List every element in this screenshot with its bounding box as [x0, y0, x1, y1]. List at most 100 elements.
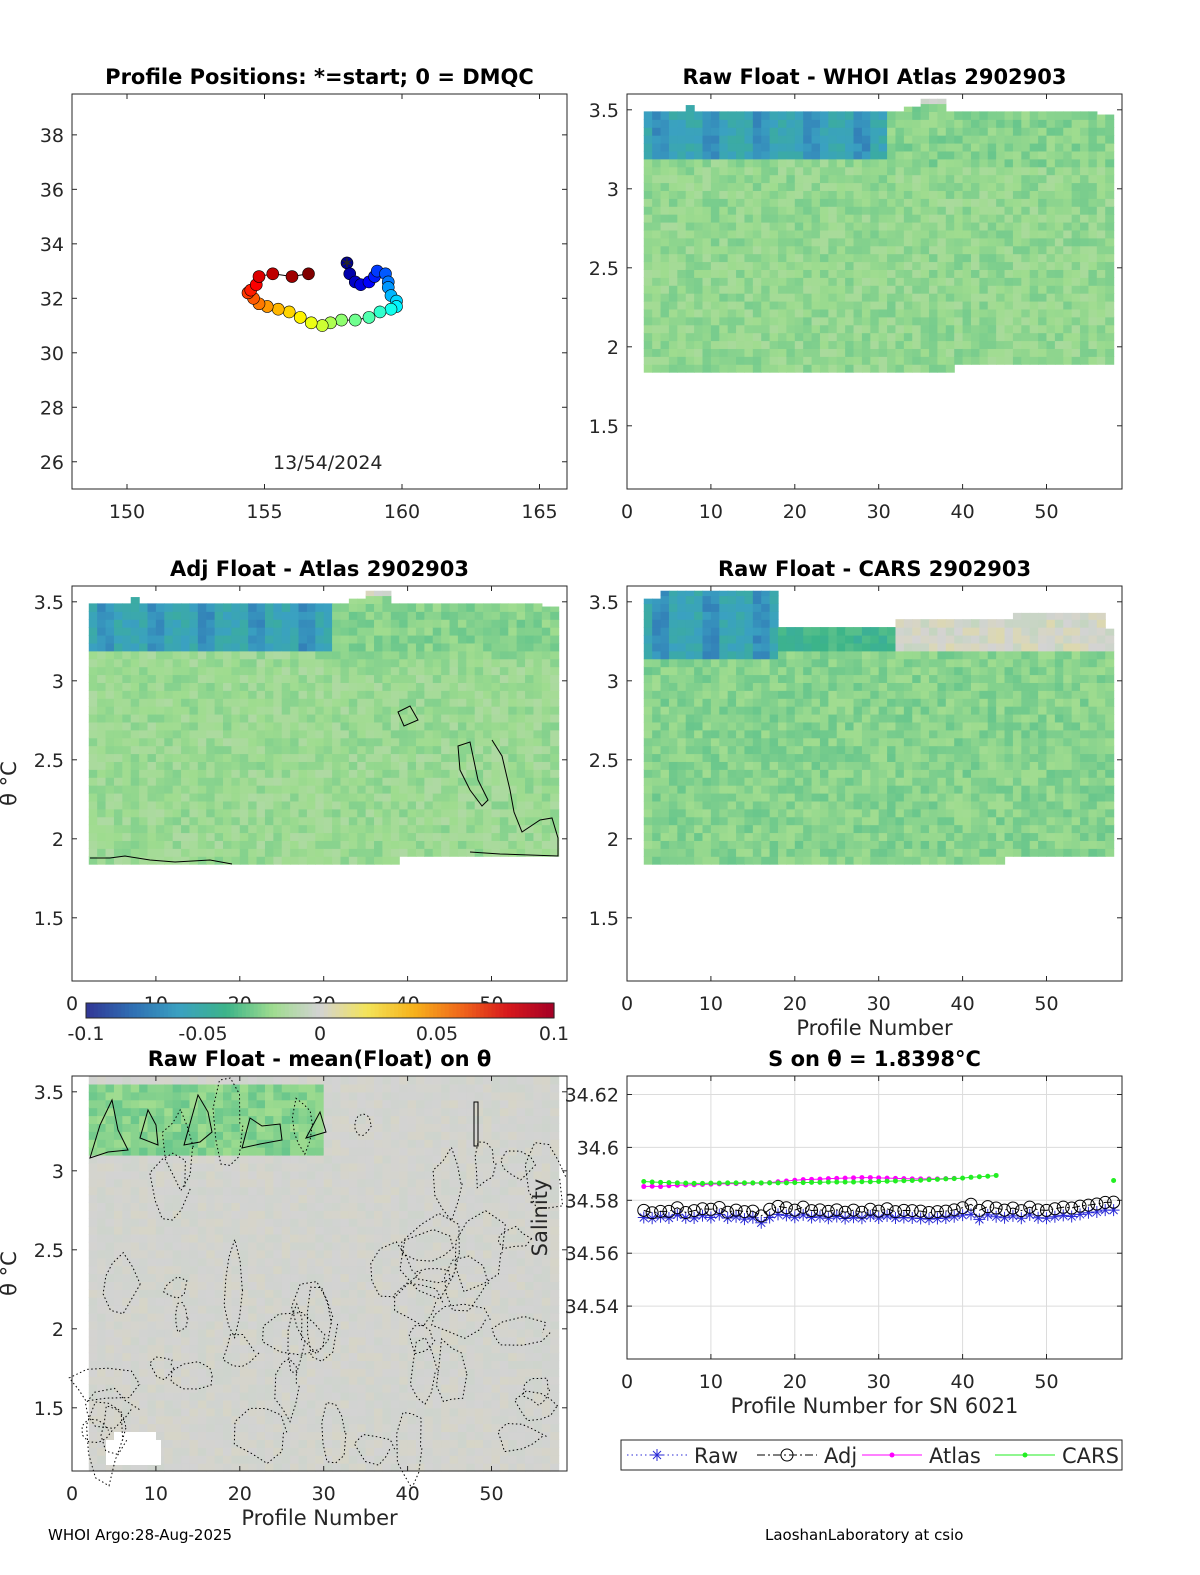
- heat-cell: [466, 650, 476, 660]
- heat-cell: [181, 800, 191, 810]
- heat-cell: [382, 856, 392, 865]
- heat-cell: [836, 150, 846, 160]
- heat-cell: [315, 603, 325, 612]
- heat-cell: [929, 324, 939, 334]
- heat-cell: [1038, 340, 1048, 349]
- heat-cell: [996, 198, 1006, 207]
- heat-cell: [769, 642, 779, 652]
- heat-cell: [744, 706, 754, 715]
- heat-cell: [214, 840, 224, 849]
- heat-cell: [239, 721, 249, 731]
- heat-cell: [819, 308, 829, 318]
- heat-cell: [929, 293, 939, 302]
- heat-cell: [281, 690, 291, 699]
- heat-cell: [878, 253, 888, 263]
- heat-cell: [281, 832, 291, 841]
- heat-cell: [719, 769, 729, 778]
- heat-cell: [1004, 269, 1014, 278]
- heat-cell: [533, 627, 543, 636]
- heat-cell: [231, 642, 241, 652]
- heat-cell: [281, 848, 291, 857]
- heat-cell: [1004, 340, 1014, 349]
- heat-cell: [887, 666, 897, 676]
- heat-cell: [736, 324, 746, 334]
- heat-cell: [273, 674, 283, 683]
- heat-cell: [97, 713, 107, 723]
- heat-cell: [769, 348, 779, 357]
- heat-cell: [987, 356, 997, 365]
- heat-cell: [794, 285, 804, 294]
- heat-cell: [786, 340, 796, 349]
- heat-cell: [382, 650, 392, 660]
- heat-cell: [348, 824, 358, 834]
- heat-cell: [727, 221, 737, 231]
- heat-cell: [861, 666, 871, 676]
- heat-cell: [752, 150, 762, 160]
- heat-cell: [996, 300, 1006, 310]
- heat-cell: [878, 316, 888, 326]
- heat-cell: [340, 706, 350, 715]
- heat-cell: [786, 627, 796, 636]
- heat-cell: [979, 348, 989, 357]
- heat-cell: [1080, 285, 1090, 294]
- heat-cell: [1080, 316, 1090, 326]
- heat-cell: [248, 627, 258, 636]
- heat-cell: [685, 595, 695, 604]
- heat-cell: [736, 800, 746, 810]
- heat-cell: [1088, 190, 1098, 199]
- heat-cell: [878, 308, 888, 318]
- heat-cell: [668, 127, 678, 136]
- heat-cell: [382, 674, 392, 683]
- heat-cell: [819, 206, 829, 215]
- heat-cell: [652, 598, 662, 604]
- heat-cell: [1096, 166, 1106, 176]
- heat-cell: [172, 832, 182, 841]
- heat-cell: [702, 761, 712, 770]
- heat-cell: [652, 808, 662, 818]
- heat-cell: [231, 666, 241, 676]
- heat-cell: [903, 269, 913, 278]
- heat-cell: [861, 324, 871, 334]
- heat-cell: [1096, 348, 1106, 357]
- heat-cell: [702, 198, 712, 207]
- heat-cell: [744, 721, 754, 731]
- heat-cell: [694, 206, 704, 215]
- heat-cell: [449, 690, 459, 699]
- heat-cell: [499, 800, 509, 810]
- heat-cell: [189, 824, 199, 834]
- heat-cell: [878, 666, 888, 676]
- heat-cell: [1029, 348, 1039, 357]
- heat-cell: [878, 158, 888, 168]
- heat-cell: [878, 690, 888, 699]
- heat-cell: [710, 356, 720, 365]
- heat-cell: [516, 792, 526, 802]
- heat-cell: [937, 666, 947, 676]
- heat-cell: [668, 816, 678, 826]
- heat-cell: [441, 713, 451, 723]
- heat-cell: [1038, 135, 1048, 144]
- heat-cell: [525, 785, 535, 794]
- heat-cell: [710, 595, 720, 604]
- profile-marker: [282, 305, 296, 319]
- heat-cell: [457, 745, 467, 755]
- heat-cell: [122, 808, 132, 818]
- heat-cell: [1038, 190, 1048, 199]
- heat-cell: [903, 214, 913, 223]
- heat-cell: [1088, 245, 1098, 255]
- heat-cell: [1021, 316, 1031, 326]
- heat-cell: [786, 316, 796, 326]
- heat-cell: [912, 682, 922, 691]
- heat-cell: [197, 627, 207, 636]
- heat-cell: [744, 182, 754, 191]
- heat-cell: [719, 135, 729, 144]
- heat-cell: [836, 285, 846, 294]
- heat-cell: [256, 658, 266, 668]
- heat-cell: [390, 824, 400, 834]
- heat-cell: [139, 745, 149, 755]
- heat-cell: [685, 619, 695, 628]
- heat-cell: [1096, 119, 1106, 128]
- heat-cell: [761, 713, 771, 723]
- heat-cell: [778, 698, 788, 707]
- heat-cell: [970, 142, 980, 152]
- heat-cell: [315, 856, 325, 865]
